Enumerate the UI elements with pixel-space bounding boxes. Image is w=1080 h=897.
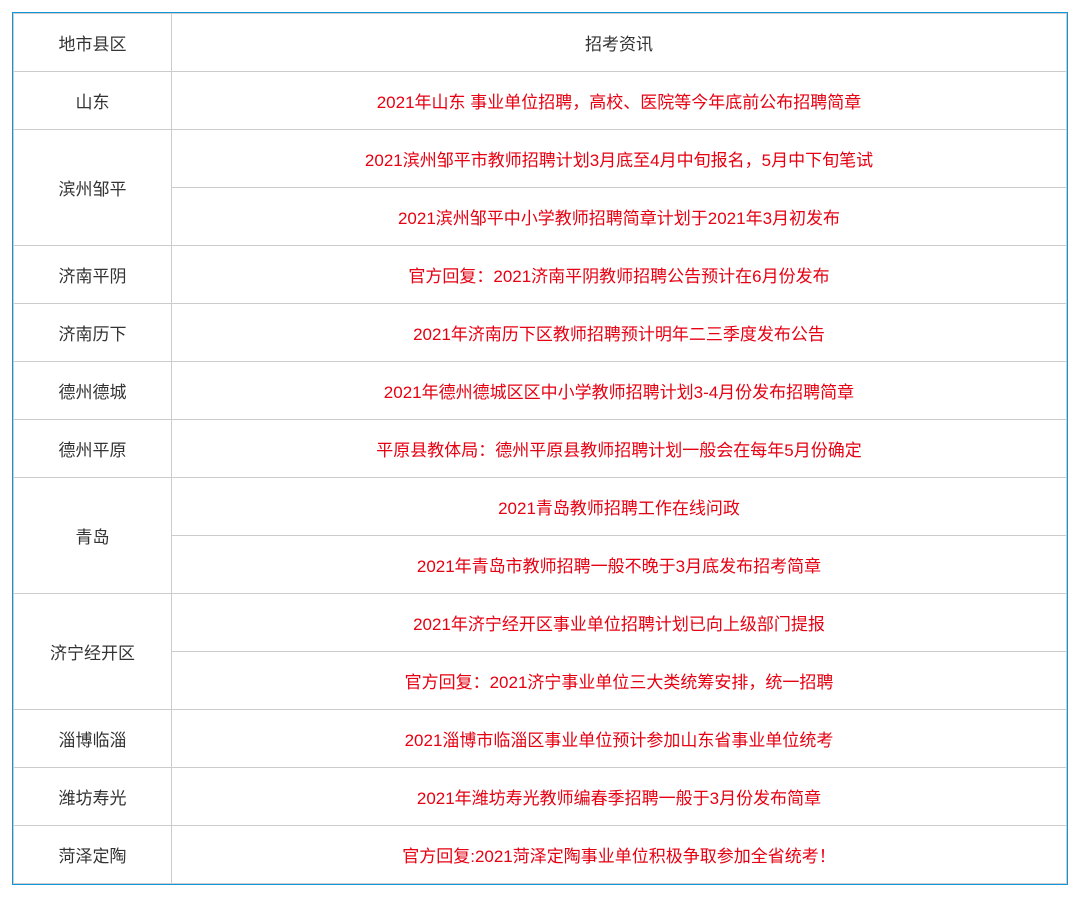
table-row: 济宁经开区2021年济宁经开区事业单位招聘计划已向上级部门提报 <box>14 594 1067 652</box>
info-link[interactable]: 平原县教体局：德州平原县教师招聘计划一般会在每年5月份确定 <box>376 441 861 460</box>
table-row: 济南历下 2021年济南历下区教师招聘预计明年二三季度发布公告 <box>14 304 1067 362</box>
info-cell: 2021年青岛市教师招聘一般不晚于3月底发布招考简章 <box>172 536 1067 594</box>
region-cell: 青岛 <box>14 478 172 594</box>
info-link[interactable]: 2021滨州邹平市教师招聘计划3月底至4月中旬报名，5月中下旬笔试 <box>365 151 873 170</box>
info-link[interactable]: 2021滨州邹平中小学教师招聘简章计划于2021年3月初发布 <box>398 209 840 228</box>
table-row: 官方回复：2021济宁事业单位三大类统筹安排，统一招聘 <box>14 652 1067 710</box>
info-cell: 2021年山东 事业单位招聘，高校、医院等今年底前公布招聘简章 <box>172 72 1067 130</box>
recruitment-table: 地市县区 招考资讯 山东 2021年山东 事业单位招聘，高校、医院等今年底前公布招… <box>13 13 1067 884</box>
region-cell: 济南历下 <box>14 304 172 362</box>
info-cell: 2021滨州邹平中小学教师招聘简章计划于2021年3月初发布 <box>172 188 1067 246</box>
region-cell: 山东 <box>14 72 172 130</box>
header-info: 招考资讯 <box>172 14 1067 72</box>
info-link[interactable]: 2021淄博市临淄区事业单位预计参加山东省事业单位统考 <box>405 731 834 750</box>
info-link[interactable]: 官方回复：2021济宁事业单位三大类统筹安排，统一招聘 <box>405 673 834 692</box>
region-cell: 济宁经开区 <box>14 594 172 710</box>
info-link[interactable]: 官方回复:2021菏泽定陶事业单位积极争取参加全省统考！ <box>402 847 836 866</box>
region-cell: 潍坊寿光 <box>14 768 172 826</box>
info-link[interactable]: 2021年德州德城区区中小学教师招聘计划3-4月份发布招聘简章 <box>384 383 854 402</box>
recruitment-table-container: 地市县区 招考资讯 山东 2021年山东 事业单位招聘，高校、医院等今年底前公布招… <box>12 12 1068 885</box>
table-row: 淄博临淄 2021淄博市临淄区事业单位预计参加山东省事业单位统考 <box>14 710 1067 768</box>
info-cell: 2021淄博市临淄区事业单位预计参加山东省事业单位统考 <box>172 710 1067 768</box>
table-header-row: 地市县区 招考资讯 <box>14 14 1067 72</box>
header-region: 地市县区 <box>14 14 172 72</box>
table-row: 山东 2021年山东 事业单位招聘，高校、医院等今年底前公布招聘简章 <box>14 72 1067 130</box>
info-cell: 2021年德州德城区区中小学教师招聘计划3-4月份发布招聘简章 <box>172 362 1067 420</box>
table-row: 青岛2021青岛教师招聘工作在线问政 <box>14 478 1067 536</box>
info-cell: 2021滨州邹平市教师招聘计划3月底至4月中旬报名，5月中下旬笔试 <box>172 130 1067 188</box>
info-link[interactable]: 2021年济宁经开区事业单位招聘计划已向上级部门提报 <box>413 615 825 634</box>
region-cell: 德州平原 <box>14 420 172 478</box>
table-row: 德州平原 平原县教体局：德州平原县教师招聘计划一般会在每年5月份确定 <box>14 420 1067 478</box>
info-link[interactable]: 2021年山东 事业单位招聘，高校、医院等今年底前公布招聘简章 <box>377 93 862 112</box>
info-link[interactable]: 2021年济南历下区教师招聘预计明年二三季度发布公告 <box>413 325 825 344</box>
info-cell: 2021年济南历下区教师招聘预计明年二三季度发布公告 <box>172 304 1067 362</box>
info-link[interactable]: 2021年潍坊寿光教师编春季招聘一般于3月份发布简章 <box>417 789 821 808</box>
table-body: 山东2021年山东 事业单位招聘，高校、医院等今年底前公布招聘简章滨州邹平202… <box>14 72 1067 884</box>
info-cell: 平原县教体局：德州平原县教师招聘计划一般会在每年5月份确定 <box>172 420 1067 478</box>
region-cell: 菏泽定陶 <box>14 826 172 884</box>
info-link[interactable]: 官方回复：2021济南平阴教师招聘公告预计在6月份发布 <box>408 267 829 286</box>
info-cell: 2021青岛教师招聘工作在线问政 <box>172 478 1067 536</box>
table-row: 菏泽定陶 官方回复:2021菏泽定陶事业单位积极争取参加全省统考！ <box>14 826 1067 884</box>
table-row: 德州德城 2021年德州德城区区中小学教师招聘计划3-4月份发布招聘简章 <box>14 362 1067 420</box>
table-row: 2021年青岛市教师招聘一般不晚于3月底发布招考简章 <box>14 536 1067 594</box>
region-cell: 淄博临淄 <box>14 710 172 768</box>
table-row: 滨州邹平2021滨州邹平市教师招聘计划3月底至4月中旬报名，5月中下旬笔试 <box>14 130 1067 188</box>
table-row: 潍坊寿光 2021年潍坊寿光教师编春季招聘一般于3月份发布简章 <box>14 768 1067 826</box>
info-cell: 官方回复：2021济宁事业单位三大类统筹安排，统一招聘 <box>172 652 1067 710</box>
info-cell: 官方回复:2021菏泽定陶事业单位积极争取参加全省统考！ <box>172 826 1067 884</box>
info-cell: 2021年潍坊寿光教师编春季招聘一般于3月份发布简章 <box>172 768 1067 826</box>
table-row: 济南平阴 官方回复：2021济南平阴教师招聘公告预计在6月份发布 <box>14 246 1067 304</box>
region-cell: 滨州邹平 <box>14 130 172 246</box>
region-cell: 济南平阴 <box>14 246 172 304</box>
info-link[interactable]: 2021年青岛市教师招聘一般不晚于3月底发布招考简章 <box>417 557 821 576</box>
info-link[interactable]: 2021青岛教师招聘工作在线问政 <box>498 499 740 518</box>
region-cell: 德州德城 <box>14 362 172 420</box>
info-cell: 官方回复：2021济南平阴教师招聘公告预计在6月份发布 <box>172 246 1067 304</box>
table-row: 2021滨州邹平中小学教师招聘简章计划于2021年3月初发布 <box>14 188 1067 246</box>
info-cell: 2021年济宁经开区事业单位招聘计划已向上级部门提报 <box>172 594 1067 652</box>
